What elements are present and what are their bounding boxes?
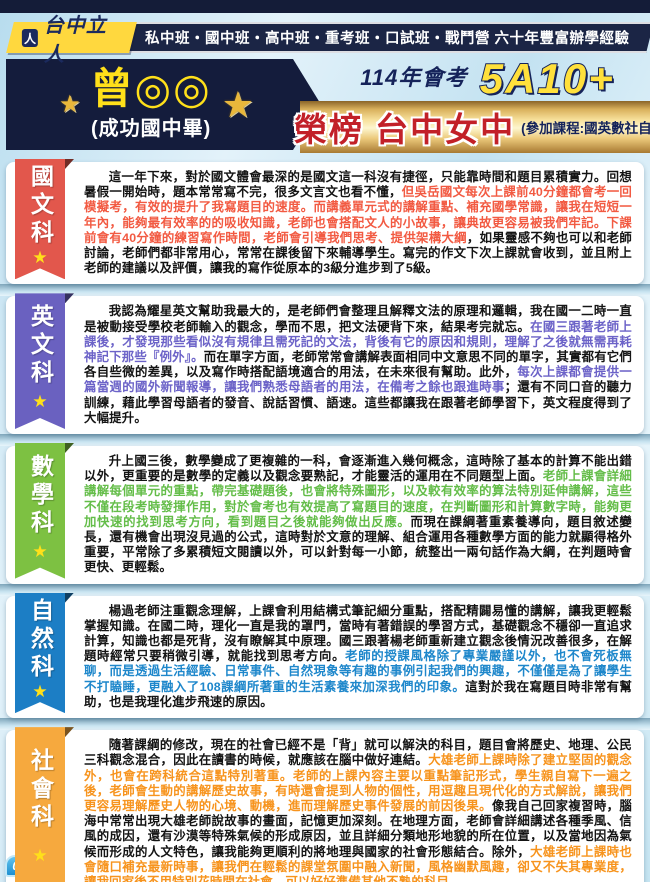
star-icon: ★	[32, 392, 48, 412]
subject-tab-label: 社會科	[27, 747, 54, 832]
plain-text: 這對於我在寫題目時非常有幫助，也是我理化進步飛速的原因。	[84, 679, 633, 709]
section-divider	[0, 284, 650, 297]
subject-section: 社會科 ★ 隨著課綱的修改，現在的社會已經不是「背」就可以解決的科目，題目會將歷…	[6, 727, 644, 882]
subject-tab: 自然科 ★	[15, 593, 65, 713]
star-icon: ★	[32, 846, 48, 866]
exam-result-line: 114年會考 5A10+	[330, 54, 645, 103]
subject-tab-label: 數學科	[27, 453, 54, 538]
plain-text: 我認為耀星英文幫助我最大的，是老師們會整理且解釋文法的原理和邏輯，我在國一二時一…	[84, 304, 632, 334]
star-icon: ★	[32, 542, 48, 562]
plain-text: 升上國三後，數學變成了更複雜的一科，會逐漸進入幾何概念，這時除了基本的計算不能出…	[84, 454, 632, 484]
ribbon-fold	[65, 443, 74, 454]
subject-tab-label: 國文科	[27, 164, 54, 249]
subject-tab: 數學科 ★	[15, 443, 65, 579]
section-divider	[0, 434, 650, 447]
plain-text: 隨著課綱的修改，現在的社會已經不是「背」就可以解決的科目，題目會將歷史、地理、公…	[84, 738, 632, 768]
highlight-text: 大雄老師上課時也會隨口補充最新時事，讓我們在輕鬆的課堂氛圍中融入新聞，風格幽默風…	[84, 844, 632, 882]
highlight-text: 老師的授課風格除了專業嚴謹以外，也不會死板無聊，而是透過生活經驗、日常事件、自然…	[84, 649, 632, 694]
brand-row: 人 台中立人 私中班・國中班・高中班・重考班・口試班・戰鬥營 六十年豐富辦學經驗	[6, 15, 650, 66]
star-icon: ★	[58, 91, 81, 118]
ribbon-fold	[65, 159, 74, 169]
admission-school: 榮榜 台中女中	[293, 111, 516, 148]
testimonial-text: 我認為耀星英文幫助我最大的，是老師們會整理且解釋文法的原理和邏輯，我在國一二時一…	[6, 296, 644, 434]
star-icon: ★	[32, 247, 48, 267]
highlight-text: 但吳岳國文每次上課前40分鐘都會考一回模擬考，有效的提升了我寫題目的速度。而講義…	[84, 185, 632, 245]
testimonial-text: 隨著課綱的修改，現在的社會已經不是「背」就可以解決的科目，題目會將歷史、地理、公…	[6, 730, 644, 882]
subject-sections: 國文科 ★ 這一年下來，對於國文體會最深的是國文這一科沒有捷徑，只能靠時間和題目…	[0, 159, 650, 882]
subject-section: 數學科 ★ 升上國三後，數學變成了更複雜的一科，會逐漸進入幾何概念，這時除了基本…	[6, 443, 644, 584]
plain-text: ；還有不同口音的聽力訓練，藉此學習母語者的發音、說話習慣、語速。這些都讓我在跟著…	[84, 380, 632, 425]
section-divider	[0, 583, 650, 596]
testimonial-text: 楊過老師注重觀念理解，上課會利用結構式筆記細分重點，搭配精闢易懂的講解，讓我更輕…	[6, 596, 644, 718]
school-logo-text: 台中立人	[44, 14, 108, 66]
ribbon-fold	[65, 592, 74, 603]
star-icon: ★	[221, 83, 255, 125]
plain-text: 這一年下來，對於國文體會最深的是國文這一科沒有捷徑，只能靠時間和題目累積實力。回…	[84, 170, 632, 200]
class-list-text: 私中班・國中班・高中班・重考班・口試班・戰鬥營 六十年豐富辦學經驗	[145, 31, 630, 47]
student-school: (成功國中畢)	[90, 118, 212, 140]
subject-section: 國文科 ★ 這一年下來，對於國文體會最深的是國文這一科沒有捷徑，只能靠時間和題目…	[6, 159, 644, 285]
plain-text: 像我自己回家複習時，腦海中常常出現大雄老師說故事的畫面，記憶更加深刻。在地理方面…	[84, 798, 633, 859]
highlight-text: 老師上課會詳細講解每個單元的重點，帶完基礎題後，也會將特殊圖形，以及較有效率的算…	[84, 469, 632, 529]
subject-section: 自然科 ★ 楊過老師注重觀念理解，上課會利用結構式筆記細分重點，搭配精闢易懂的講…	[6, 592, 644, 719]
courses-taken: (參加課程:國英數社自)	[521, 121, 650, 136]
person-logo-icon: 人	[22, 28, 39, 47]
student-identity: 曾◎◎ (成功國中畢)	[90, 68, 211, 141]
section-divider	[0, 718, 650, 731]
exam-score: 5A10+	[479, 54, 615, 103]
subject-tab-label: 英文科	[27, 303, 54, 388]
subject-tab: 社會科 ★	[15, 727, 65, 882]
plain-text: ，如果靈感不夠也可以和老師討論，老師們都非常用心，常常在課後留下來輔導學生。寫完…	[84, 230, 632, 276]
testimonial-text: 這一年下來，對於國文體會最深的是國文這一科沒有捷徑，只能靠時間和題目累積實力。回…	[6, 162, 644, 284]
highlight-text: 在國三跟著老師上課後，才發現那些看似沒有規律且需死記的文法，背後有它的原因和規則…	[84, 319, 632, 365]
subject-tab: 英文科 ★	[15, 293, 65, 429]
exam-label: 114年會考	[360, 65, 468, 90]
ribbon-fold	[65, 727, 74, 738]
admission-ribbon: 榮榜 台中女中 (參加課程:國英數社自)	[294, 101, 650, 153]
subject-tab: 國文科 ★	[15, 159, 65, 279]
student-name: 曾◎◎	[90, 65, 212, 112]
class-list-ribbon: 私中班・國中班・高中班・重考班・口試班・戰鬥營 六十年豐富辦學經驗	[121, 22, 650, 53]
student-banner: ★ 曾◎◎ (成功國中畢) ★	[6, 59, 321, 150]
star-icon: ★	[32, 681, 48, 701]
plain-text: 而在單字方面，老師常常會講解表面相同中文意思不同的單字，其實都有它們各自些微的差…	[84, 350, 632, 380]
hero-header: ★ 曾◎◎ (成功國中畢) ★ 114年會考 5A10+ 榮榜 台中女中 (參加…	[0, 54, 650, 154]
subject-tab-label: 自然科	[27, 598, 54, 683]
ribbon-fold	[65, 293, 74, 304]
highlight-text: 每次上課都會提供一篇當週的國外新聞報導，讓我們熟悉母語者的用法，在備考之餘也跟進…	[84, 365, 632, 395]
plain-text: 楊過老師注重觀念理解，上課會利用結構式筆記細分重點，搭配精闢易懂的講解，讓我更輕…	[84, 603, 632, 664]
subject-section: 英文科 ★ 我認為耀星英文幫助我最大的，是老師們會整理且解釋文法的原理和邏輯，我…	[6, 293, 644, 435]
testimonial-text: 升上國三後，數學變成了更複雜的一科，會逐漸進入幾何概念，這時除了基本的計算不能出…	[6, 446, 644, 584]
highlight-text: 大雄老師上課時除了建立堅固的觀念外，也會在跨科統合這點特別著重。老師的上課內容主…	[84, 753, 632, 813]
school-logo: 人 台中立人	[6, 15, 138, 66]
top-navy-strip	[0, 0, 650, 13]
plain-text: 而現在課綱著重素養導向，題目敘述變長，還有機會出現沒見過的公式，這時對於文意的理…	[84, 514, 632, 575]
